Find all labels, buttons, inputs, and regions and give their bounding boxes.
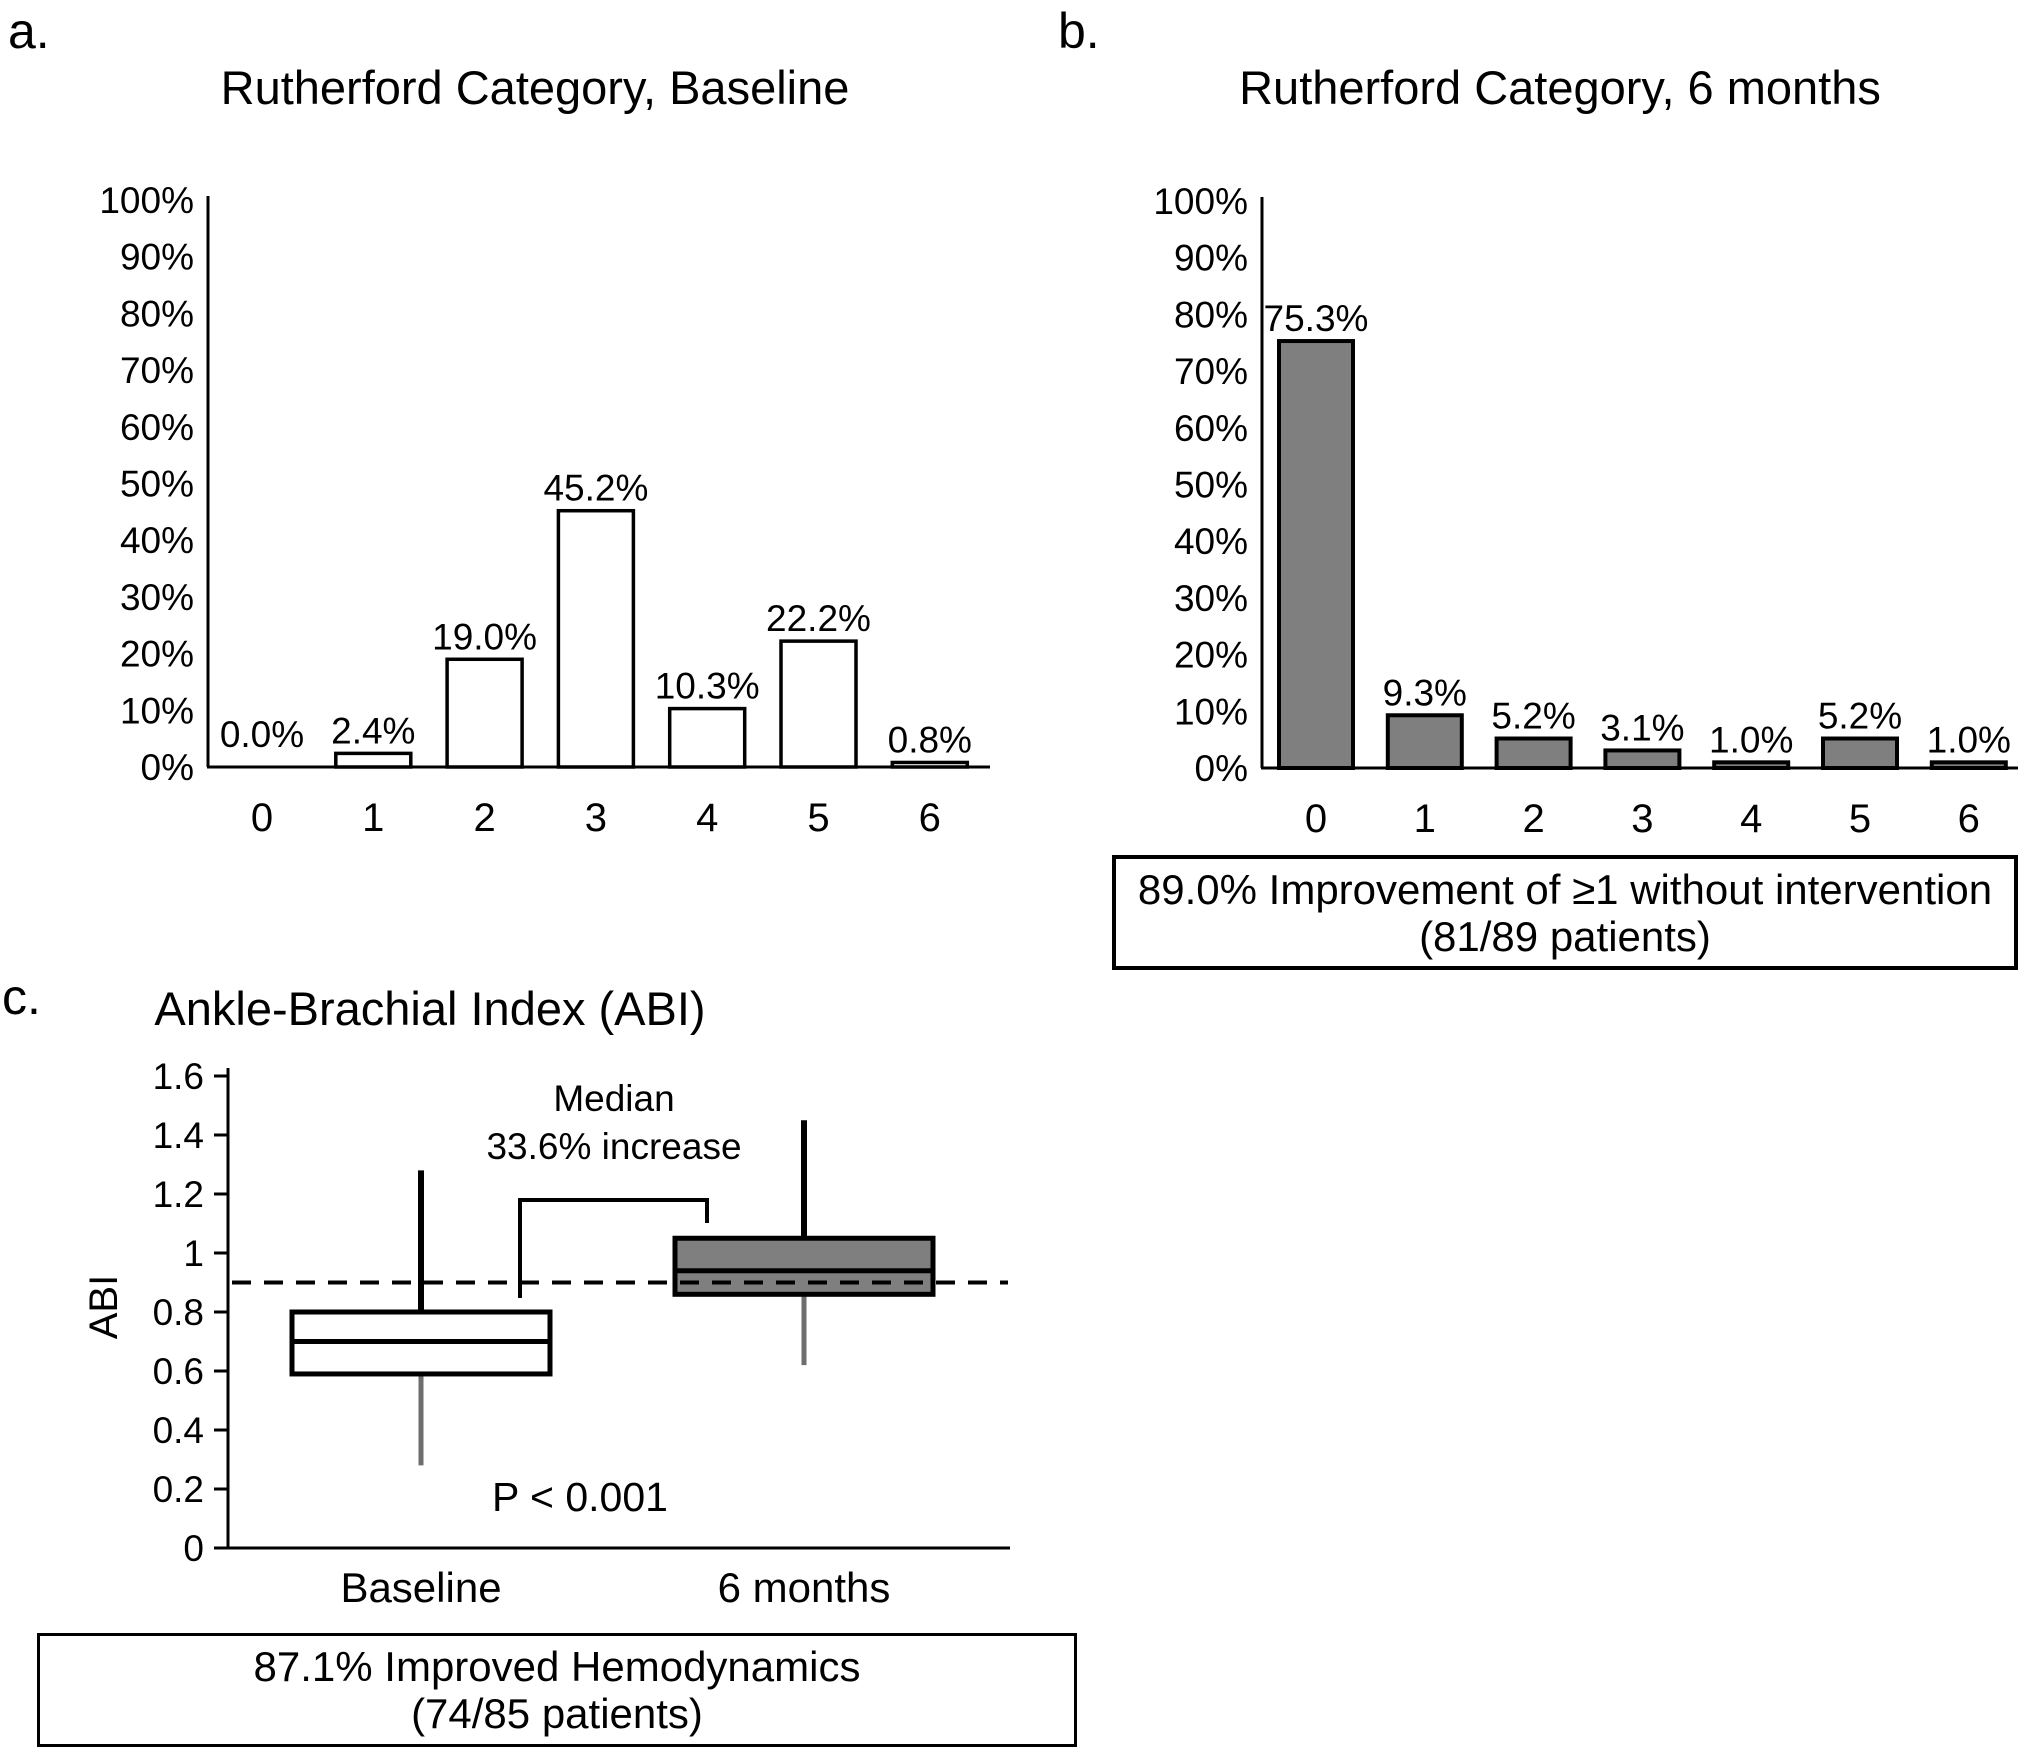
y-tick-label: 100% — [99, 180, 194, 221]
bar — [556, 508, 636, 769]
x-group-label: Baseline — [340, 1564, 501, 1611]
bar — [1929, 760, 2008, 771]
x-tick-label: 1 — [1414, 797, 1436, 841]
bar — [1821, 736, 1899, 770]
note-c-line1: 87.1% Improved Hemodynamics — [253, 1643, 861, 1690]
x-tick-label: 5 — [807, 796, 829, 840]
bar-value-label: 3.1% — [1600, 707, 1684, 748]
bar-value-label: 0.8% — [888, 719, 972, 760]
x-tick-label: 4 — [1740, 797, 1762, 841]
x-tick-label: 6 — [1958, 797, 1980, 841]
bar — [1385, 713, 1464, 770]
bar-value-label: 9.3% — [1383, 672, 1467, 713]
y-tick-label: 70% — [1174, 351, 1248, 392]
note-box-improvement: 89.0% Improvement of ≥1 without interven… — [1112, 855, 2018, 970]
x-tick-label: 5 — [1849, 797, 1871, 841]
bar — [445, 657, 524, 769]
panel-label-a: a. — [8, 3, 50, 59]
y-tick-label: 100% — [1153, 181, 1248, 222]
bar — [1277, 339, 1355, 770]
y-tick-label: 0.8 — [153, 1292, 204, 1333]
y-tick-label: 20% — [1174, 635, 1248, 676]
bar — [890, 760, 970, 769]
bar — [334, 751, 413, 769]
y-tick-label: 0.2 — [153, 1469, 204, 1510]
y-tick-label: 30% — [1174, 578, 1248, 619]
panel-label-b: b. — [1058, 3, 1100, 59]
bar — [1494, 736, 1573, 770]
x-tick-label: 0 — [1305, 797, 1327, 841]
y-tick-label: 1.4 — [153, 1115, 204, 1156]
bar-value-label: 2.4% — [331, 710, 415, 751]
bar-value-label: 1.0% — [1927, 719, 2011, 760]
x-tick-label: 3 — [1631, 797, 1653, 841]
y-tick-label: 50% — [120, 463, 194, 504]
bar-value-label: 22.2% — [766, 598, 871, 639]
bar-chart-6-months: 0% 10% 20% 30% 40% 50% 60% 70% 80% 90% 100% 75.3% 0 9… — [1153, 181, 2018, 841]
y-tick-label: 90% — [1174, 238, 1248, 279]
abi-box-plot: 0 0.2 0.4 0.6 0.8 1 1.2 1.4 1.6 Baseline 6 months — [153, 1056, 1010, 1611]
y-tick-label: 10% — [1174, 691, 1248, 732]
box — [672, 1235, 936, 1297]
y-tick-label: 80% — [120, 293, 194, 334]
y-tick-label: 1 — [183, 1233, 204, 1274]
y-tick-label: 0 — [183, 1528, 204, 1569]
x-tick-label: 0 — [251, 796, 273, 840]
p-value-label: P < 0.001 — [492, 1474, 668, 1520]
y-tick-label: 70% — [120, 350, 194, 391]
y-tick-label: 60% — [120, 407, 194, 448]
x-tick-label: 1 — [362, 796, 384, 840]
x-tick-label: 6 — [919, 796, 941, 840]
y-tick-label: 50% — [1174, 464, 1248, 505]
x-tick-label: 2 — [473, 796, 495, 840]
bar — [1603, 748, 1682, 770]
bar-value-label: 5.2% — [1818, 696, 1902, 737]
y-tick-label: 90% — [120, 237, 194, 278]
note-b-line1: 89.0% Improvement of ≥1 without interven… — [1137, 865, 1993, 913]
y-tick-label: 40% — [1174, 521, 1248, 562]
y-tick-label: 60% — [1174, 408, 1248, 449]
x-tick-label: 2 — [1522, 797, 1544, 841]
median-annotation-line2: 33.6% increase — [486, 1126, 742, 1167]
y-tick-label: 0.6 — [153, 1351, 204, 1392]
y-tick-label: 30% — [120, 577, 194, 618]
bar-value-label: 0.0% — [220, 714, 304, 755]
x-group-label: 6 months — [718, 1564, 891, 1611]
bar-value-label: 45.2% — [543, 468, 648, 509]
y-tick-label: 0.4 — [153, 1410, 204, 1451]
increase-bracket — [518, 1198, 709, 1298]
y-tick-label: 1.2 — [153, 1174, 204, 1215]
bar-value-label: 19.0% — [432, 616, 537, 657]
panel-label-c: c. — [2, 969, 41, 1025]
chart-title-c: Ankle-Brachial Index (ABI) — [154, 982, 706, 1035]
bar — [667, 706, 747, 769]
x-tick-label: 4 — [696, 796, 718, 840]
x-tick-label: 3 — [585, 796, 607, 840]
y-tick-label: 80% — [1174, 294, 1248, 335]
y-tick-label: 40% — [120, 520, 194, 561]
note-c-line2: (74/85 patients) — [411, 1690, 703, 1737]
y-tick-label: 0% — [1195, 748, 1248, 789]
y-tick-label: 20% — [120, 634, 194, 675]
note-b-line2: (81/89 patients) — [1419, 912, 1711, 960]
bar-value-label: 10.3% — [655, 666, 760, 707]
note-box-hemodynamics: 87.1% Improved Hemodynamics (74/85 patie… — [37, 1633, 1077, 1747]
y-tick-label: 10% — [120, 690, 194, 731]
bar — [1712, 760, 1791, 771]
y-tick-label: 0% — [141, 747, 194, 788]
chart-title-a: Rutherford Category, Baseline — [220, 61, 850, 114]
y-axis-label-abi: ABI — [82, 1274, 126, 1340]
bar-value-label: 5.2% — [1491, 696, 1575, 737]
median-annotation-line1: Median — [553, 1078, 675, 1119]
bar-value-label: 1.0% — [1709, 719, 1793, 760]
chart-title-b: Rutherford Category, 6 months — [1239, 61, 1881, 114]
bar — [779, 639, 858, 769]
y-tick-label: 1.6 — [153, 1056, 204, 1097]
bar-chart-baseline: 0% 10% 20% 30% 40% 50% 60% 70% 80% 90% 100% 0.0% 0 2.… — [99, 180, 990, 840]
bar-value-label: 75.3% — [1264, 298, 1369, 339]
